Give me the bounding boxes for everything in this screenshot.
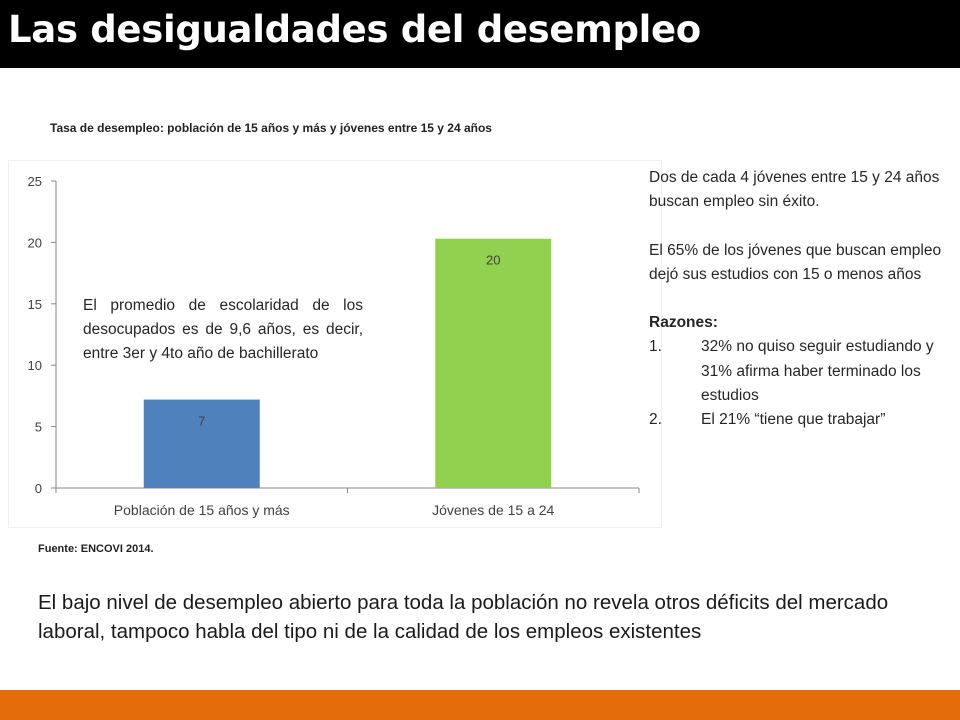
reasons-list: 1. 32% no quiso seguir estudiando y 31% … <box>649 335 954 432</box>
bar <box>143 399 260 488</box>
reason-item: 2. El 21% “tiene que trabajar” <box>649 408 954 432</box>
side-paragraph-1: Dos de cada 4 jóvenes entre 15 y 24 años… <box>649 169 940 211</box>
reasons-heading: Razones: <box>649 314 718 332</box>
footer-bar <box>0 690 960 720</box>
chart-area: 0 5 10 15 20 25 7 Población de 15 años y más 20 J… <box>8 160 662 528</box>
y-tick-label: 20 <box>28 235 42 250</box>
bar-chart: 0 5 10 15 20 25 7 Población de 15 años y más 20 J… <box>28 174 640 518</box>
x-category-label: Población de 15 años y más <box>114 502 290 518</box>
y-tick-label: 25 <box>28 174 42 189</box>
reason-number: 2. <box>649 411 662 429</box>
side-paragraph-2: El 65% de los jóvenes que buscan empleo … <box>649 241 942 283</box>
chart-annotation: El promedio de escolaridad de los desocu… <box>83 297 363 362</box>
reason-text: 32% no quiso seguir estudiando y 31% afi… <box>701 338 934 405</box>
y-tick-label: 5 <box>35 420 42 435</box>
source-note: Fuente: ENCOVI 2014. <box>38 543 154 555</box>
data-label: 7 <box>198 414 205 429</box>
reason-text: El 21% “tiene que trabajar” <box>701 411 886 429</box>
reason-item: 1. 32% no quiso seguir estudiando y 31% … <box>649 335 954 408</box>
reason-number: 1. <box>649 338 662 356</box>
chart-title: Tasa de desempleo: población de 15 años … <box>50 121 492 135</box>
page-title: Las desigualdades del desempleo <box>8 8 701 51</box>
bar <box>435 238 552 488</box>
data-label: 20 <box>486 253 500 268</box>
x-category-label: Jóvenes de 15 a 24 <box>432 502 554 518</box>
side-panel: Dos de cada 4 jóvenes entre 15 y 24 años… <box>649 166 954 433</box>
bottom-statement: El bajo nivel de desempleo abierto para … <box>38 591 889 643</box>
y-tick-label: 10 <box>28 358 42 373</box>
y-tick-label: 15 <box>28 297 42 312</box>
y-tick-label: 0 <box>35 481 42 496</box>
title-bar: Las desigualdades del desempleo <box>0 0 960 68</box>
